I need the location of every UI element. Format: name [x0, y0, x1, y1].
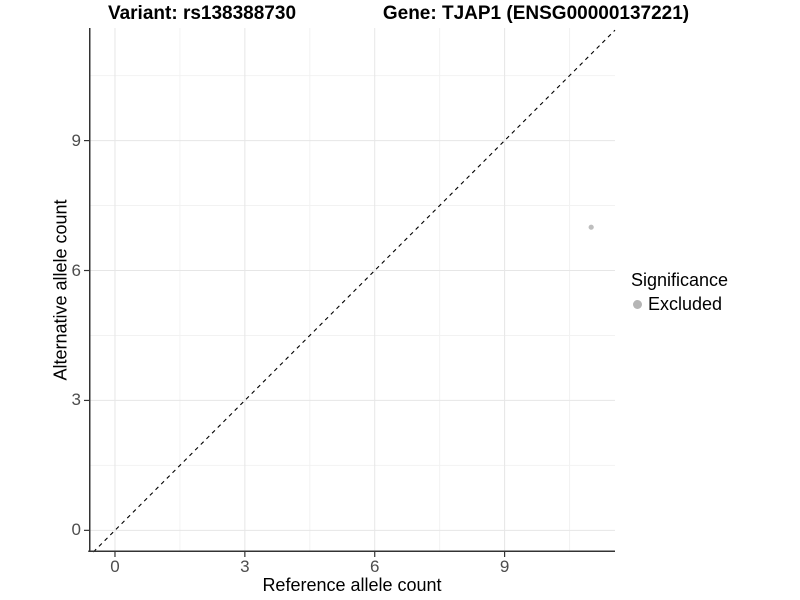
plot-title-variant: Variant: rs138388730 [107, 3, 297, 24]
y-axis-title: Alternative allele count [50, 199, 71, 381]
x-tick-label: 9 [499, 557, 510, 576]
legend-item-label: Excluded [648, 294, 723, 314]
legend-point-icon [633, 300, 642, 309]
data-point [588, 224, 594, 230]
plot-panel [84, 28, 616, 557]
x-tick-label: 0 [110, 557, 120, 576]
y-tick-label: 0 [71, 520, 81, 540]
legend-items: Excluded [631, 294, 728, 315]
legend: Significance Excluded [631, 270, 728, 315]
legend-title: Significance [631, 270, 729, 290]
y-tick-label: 3 [71, 390, 81, 410]
y-tick-label: 6 [71, 260, 81, 280]
x-axis-title: Reference allele count [262, 575, 442, 595]
plot-title-gene: Gene: TJAP1 (ENSG00000137221) [382, 3, 690, 24]
y-tick-label: 9 [71, 130, 81, 150]
x-tick-label: 3 [240, 557, 250, 576]
plot-canvas [84, 28, 616, 557]
identity-line [92, 29, 616, 553]
legend-item: Excluded [631, 294, 728, 315]
x-tick-label: 6 [369, 557, 380, 576]
